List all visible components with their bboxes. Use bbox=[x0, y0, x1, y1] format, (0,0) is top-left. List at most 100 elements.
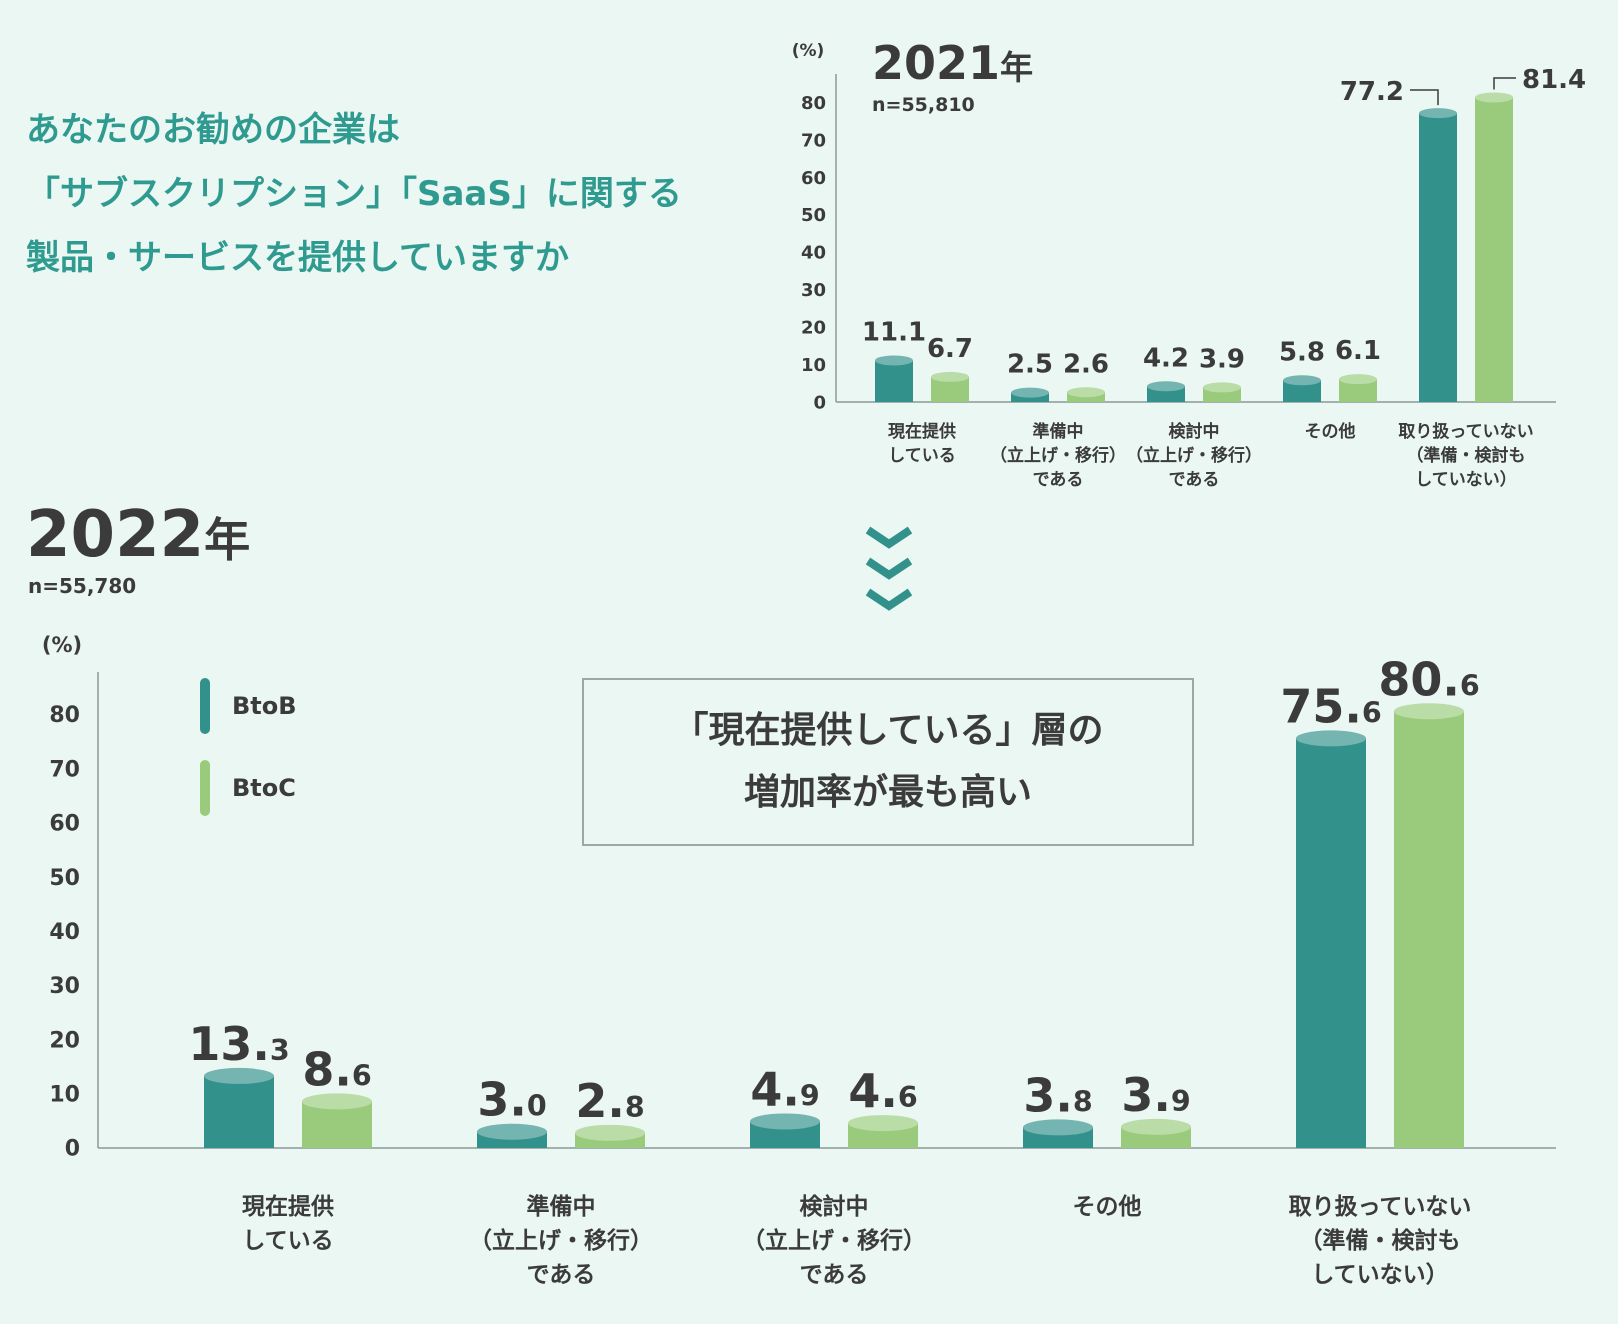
highlight-callout: 「現在提供している」層の 増加率が最も高い bbox=[582, 678, 1194, 846]
question-line-1: あなたのお勧めの企業は bbox=[26, 110, 400, 150]
category-label: である bbox=[527, 1262, 596, 1288]
year-title-2021: 2021年 bbox=[872, 36, 1033, 90]
y-tick-label: 50 bbox=[49, 866, 80, 891]
sample-size-2022: n=55,780 bbox=[28, 574, 137, 598]
legend-swatch-btob bbox=[200, 678, 210, 734]
data-label: 75.6 bbox=[1280, 679, 1381, 733]
category-label: である bbox=[800, 1262, 869, 1288]
bar-cap-btoc bbox=[1203, 382, 1241, 393]
category-label: （立上げ・移行） bbox=[1126, 445, 1262, 466]
legend-label-btob: BtoB bbox=[232, 692, 297, 720]
category-label: である bbox=[1169, 470, 1220, 490]
data-label: 2.5 bbox=[1007, 350, 1053, 380]
category-label: 検討中 bbox=[1169, 421, 1220, 442]
bar-cap-btoc bbox=[575, 1124, 645, 1141]
bar-cap-btoc bbox=[1475, 92, 1513, 103]
y-axis-unit: (%) bbox=[42, 633, 82, 657]
label-connector bbox=[1493, 77, 1516, 90]
category-label: その他 bbox=[1073, 1194, 1142, 1220]
question-line-3: 製品・サービスを提供していますか bbox=[26, 238, 569, 278]
bar-btob bbox=[204, 1075, 274, 1148]
y-axis-unit: (%) bbox=[792, 41, 825, 61]
y-tick-label: 70 bbox=[801, 130, 826, 151]
data-label: 13.3 bbox=[188, 1017, 289, 1071]
year-2022-number: 2022 bbox=[26, 498, 205, 572]
data-label: 77.2 bbox=[1340, 77, 1404, 107]
bar-cap-btoc bbox=[1067, 387, 1105, 398]
y-tick-label: 40 bbox=[49, 920, 80, 945]
legend-label-btoc: BtoC bbox=[232, 774, 296, 802]
year-title-2022: 2022年 bbox=[26, 498, 250, 572]
y-tick-label: 30 bbox=[49, 974, 80, 999]
label-connector bbox=[1410, 89, 1439, 106]
data-label: 3.9 bbox=[1121, 1068, 1190, 1122]
category-label: 現在提供 bbox=[888, 421, 956, 442]
bar-btoc bbox=[1394, 711, 1464, 1148]
category-label: 取り扱っていない bbox=[1398, 421, 1533, 442]
data-label: 6.1 bbox=[1335, 336, 1381, 366]
data-label: 5.8 bbox=[1279, 337, 1325, 367]
category-label: その他 bbox=[1305, 421, 1356, 442]
callout-line-2: 増加率が最も高い bbox=[743, 772, 1032, 813]
category-label: している bbox=[242, 1228, 333, 1254]
data-label: 2.8 bbox=[575, 1074, 644, 1128]
y-tick-label: 0 bbox=[65, 1137, 80, 1162]
callout-line-1: 「現在提供している」層の bbox=[672, 710, 1104, 751]
bar-cap-btob bbox=[1147, 381, 1185, 392]
legend-swatch-btoc bbox=[200, 760, 210, 816]
triple-chevron-down-icon bbox=[865, 526, 913, 611]
data-label: 2.6 bbox=[1063, 349, 1109, 379]
category-label: （立上げ・移行） bbox=[742, 1227, 926, 1254]
bar-cap-btoc bbox=[302, 1093, 372, 1110]
y-tick-label: 50 bbox=[801, 205, 826, 226]
y-tick-label: 60 bbox=[49, 812, 80, 837]
bar-btoc bbox=[1475, 97, 1513, 403]
data-label: 8.6 bbox=[302, 1042, 371, 1096]
category-label: （準備・検討も bbox=[1407, 445, 1526, 466]
data-label: 4.9 bbox=[750, 1062, 819, 1116]
category-label: （立上げ・移行） bbox=[990, 445, 1126, 466]
sample-size-2021: n=55,810 bbox=[872, 94, 975, 116]
bar-cap-btoc bbox=[848, 1115, 918, 1132]
y-tick-label: 10 bbox=[49, 1083, 80, 1108]
category-label: 取り扱っていない bbox=[1289, 1194, 1472, 1220]
category-label: 検討中 bbox=[800, 1193, 869, 1220]
y-tick-label: 40 bbox=[801, 243, 826, 264]
bar-cap-btob bbox=[1023, 1119, 1093, 1136]
question-line-2: 「サブスクリプション」「SaaS」に関する bbox=[26, 174, 682, 214]
bar-btob bbox=[875, 360, 913, 402]
legend-item-btoc: BtoC bbox=[200, 760, 296, 816]
data-label: 3.0 bbox=[477, 1073, 546, 1127]
bar-btob bbox=[1283, 380, 1321, 402]
bar-cap-btob bbox=[204, 1067, 274, 1084]
y-tick-label: 80 bbox=[801, 93, 826, 114]
category-label: 準備中 bbox=[527, 1193, 596, 1220]
y-tick-label: 30 bbox=[801, 280, 826, 301]
legend-item-btob: BtoB bbox=[200, 678, 297, 734]
bar-cap-btob bbox=[1296, 730, 1366, 747]
bar-cap-btoc bbox=[1121, 1118, 1191, 1135]
category-label: である bbox=[1033, 470, 1084, 490]
category-label: 現在提供 bbox=[242, 1193, 334, 1220]
category-label: していない） bbox=[1311, 1261, 1448, 1288]
data-label: 11.1 bbox=[862, 317, 926, 347]
bar-cap-btob bbox=[750, 1113, 820, 1130]
bar-cap-btob bbox=[1419, 108, 1457, 119]
data-label: 80.6 bbox=[1378, 652, 1479, 706]
y-tick-label: 20 bbox=[49, 1028, 80, 1053]
category-label: （立上げ・移行） bbox=[469, 1227, 653, 1254]
data-label: 3.9 bbox=[1199, 344, 1245, 374]
bar-btob bbox=[1419, 113, 1457, 402]
data-label: 4.2 bbox=[1143, 343, 1189, 373]
y-tick-label: 80 bbox=[49, 703, 80, 728]
y-tick-label: 20 bbox=[801, 317, 826, 338]
category-label: している bbox=[888, 446, 956, 466]
bar-cap-btoc bbox=[931, 371, 969, 382]
y-tick-label: 70 bbox=[49, 757, 80, 782]
bar-btob bbox=[1296, 738, 1366, 1148]
bar-cap-btob bbox=[1011, 387, 1049, 398]
y-tick-label: 10 bbox=[801, 355, 826, 376]
survey-question: あなたのお勧めの企業は 「サブスクリプション」「SaaS」に関する 製品・サービ… bbox=[26, 98, 746, 290]
data-label: 6.7 bbox=[927, 334, 973, 364]
